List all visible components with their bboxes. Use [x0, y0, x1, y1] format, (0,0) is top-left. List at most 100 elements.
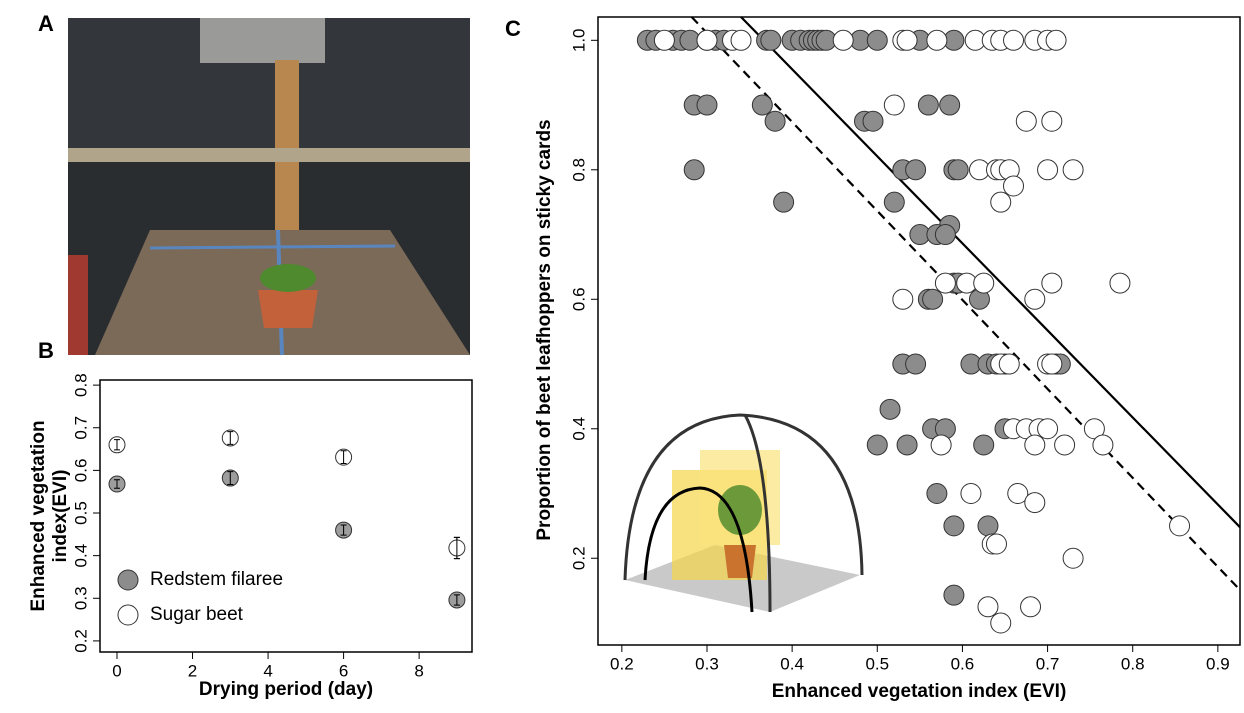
point — [930, 434, 952, 456]
x-tick-label: 8 — [414, 661, 423, 680]
y-tick-label: 0.7 — [71, 416, 90, 440]
point — [866, 29, 888, 51]
point — [1083, 418, 1105, 440]
point — [934, 272, 956, 294]
point — [862, 110, 884, 132]
point — [922, 288, 944, 310]
point — [998, 353, 1020, 375]
error-bar — [340, 450, 347, 465]
point — [943, 515, 965, 537]
x-tick-label: 0.6 — [951, 654, 975, 673]
point — [1045, 29, 1067, 51]
point — [1024, 434, 1046, 456]
point — [1092, 434, 1114, 456]
fit-line — [740, 16, 1241, 528]
panel-label: B — [38, 338, 54, 363]
point — [683, 159, 705, 181]
y-axis-label: index(EVI) — [50, 470, 71, 563]
point — [943, 584, 965, 606]
x-axis-label: Enhanced vegetation index (EVI) — [772, 681, 1067, 702]
point — [883, 191, 905, 213]
plot-frame — [597, 16, 1241, 646]
point — [947, 159, 969, 181]
point — [1109, 272, 1131, 294]
point — [1062, 159, 1084, 181]
point — [977, 515, 999, 537]
legend-label: Redstem filaree — [150, 569, 283, 590]
point — [1054, 434, 1076, 456]
point — [773, 191, 795, 213]
panel-label: C — [505, 16, 521, 41]
x-tick-label: 0.2 — [610, 654, 634, 673]
point — [1015, 110, 1037, 132]
point — [1037, 418, 1059, 440]
point — [1041, 110, 1063, 132]
point — [1003, 29, 1025, 51]
point — [751, 94, 773, 116]
point — [696, 29, 718, 51]
point — [1024, 288, 1046, 310]
point — [905, 353, 927, 375]
y-tick-label: 0.8 — [569, 158, 588, 182]
y-tick-label: 0.5 — [71, 501, 90, 525]
point — [653, 29, 675, 51]
point — [973, 434, 995, 456]
point — [730, 29, 752, 51]
x-tick-label: 6 — [339, 661, 348, 680]
point — [926, 483, 948, 505]
point — [832, 29, 854, 51]
point — [892, 288, 914, 310]
legend-swatch — [117, 569, 139, 591]
y-axis-label: Enhanced vegetation — [28, 420, 49, 611]
error-bar — [340, 524, 347, 536]
point — [973, 272, 995, 294]
x-tick-label: 0.9 — [1206, 654, 1230, 673]
point — [905, 159, 927, 181]
y-tick-label: 0.6 — [71, 459, 90, 483]
point — [760, 29, 782, 51]
y-tick-label: 1.0 — [569, 28, 588, 52]
point — [977, 596, 999, 618]
point — [1003, 175, 1025, 197]
photo — [68, 18, 470, 356]
inset-illustration — [623, 413, 864, 613]
panel-label: A — [38, 11, 54, 36]
point — [1041, 353, 1063, 375]
point — [764, 110, 786, 132]
y-tick-label: 0.2 — [71, 629, 90, 653]
point — [879, 398, 901, 420]
point — [896, 29, 918, 51]
point — [1024, 492, 1046, 514]
x-tick-label: 0.3 — [695, 654, 719, 673]
error-bar — [227, 431, 234, 445]
error-bar — [113, 439, 120, 451]
point — [696, 94, 718, 116]
legend-label: Sugar beet — [150, 604, 244, 625]
error-bar — [453, 594, 460, 606]
x-tick-label: 0 — [112, 661, 121, 680]
x-tick-label: 0.5 — [865, 654, 889, 673]
y-tick-label: 0.6 — [569, 287, 588, 311]
y-tick-label: 0.3 — [71, 586, 90, 610]
error-bar — [113, 479, 120, 489]
point — [866, 434, 888, 456]
plot-frame — [99, 379, 473, 653]
point — [917, 94, 939, 116]
x-tick-label: 4 — [263, 661, 272, 680]
fit-line — [690, 16, 1241, 591]
point — [896, 434, 918, 456]
y-tick-label: 0.2 — [569, 546, 588, 570]
y-tick-label: 0.4 — [569, 417, 588, 441]
point — [934, 224, 956, 246]
point — [883, 94, 905, 116]
point — [1169, 515, 1191, 537]
point — [985, 533, 1007, 555]
point — [990, 191, 1012, 213]
x-tick-label: 0.7 — [1036, 654, 1060, 673]
point — [1062, 547, 1084, 569]
point — [990, 612, 1012, 634]
y-tick-label: 0.4 — [71, 544, 90, 568]
point — [1037, 159, 1059, 181]
point — [926, 29, 948, 51]
